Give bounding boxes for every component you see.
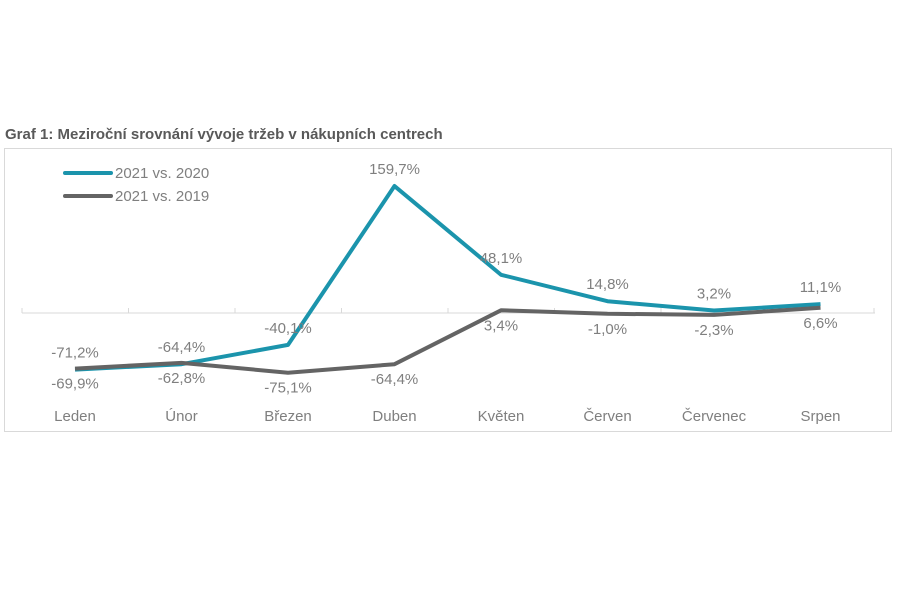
- data-label: 6,6%: [803, 315, 837, 332]
- data-label: 3,4%: [484, 317, 518, 334]
- data-label: -1,0%: [588, 321, 627, 338]
- data-label: -40,1%: [264, 320, 312, 337]
- data-label: -2,3%: [694, 322, 733, 339]
- x-tick-label: Červen: [583, 408, 631, 425]
- x-tick-label: Srpen: [800, 408, 840, 425]
- data-label: -64,4%: [158, 339, 206, 356]
- data-label: 159,7%: [369, 161, 420, 178]
- legend-label: 2021 vs. 2020: [115, 165, 209, 182]
- x-tick-label: Únor: [165, 408, 198, 425]
- legend-label: 2021 vs. 2019: [115, 188, 209, 205]
- data-label: -75,1%: [264, 380, 312, 397]
- data-label: 48,1%: [480, 250, 523, 267]
- series-line-0: [74, 184, 821, 372]
- data-label: 11,1%: [800, 279, 841, 296]
- x-tick-label: Leden: [54, 408, 96, 425]
- data-label: -71,2%: [51, 345, 99, 362]
- data-label: -62,8%: [158, 370, 206, 387]
- x-tick-label: Březen: [264, 408, 312, 425]
- x-tick-label: Červenec: [682, 408, 747, 425]
- x-tick-label: Duben: [372, 408, 416, 425]
- chart-title: Graf 1: Meziroční srovnání vývoje tržeb …: [5, 126, 443, 143]
- data-label: 14,8%: [586, 276, 629, 293]
- data-label: -64,4%: [371, 371, 419, 388]
- data-label: 3,2%: [697, 285, 731, 302]
- x-tick-label: Květen: [478, 408, 525, 425]
- series-line-1: [74, 305, 821, 375]
- data-label: -69,9%: [51, 376, 99, 393]
- chart-frame: [4, 148, 892, 432]
